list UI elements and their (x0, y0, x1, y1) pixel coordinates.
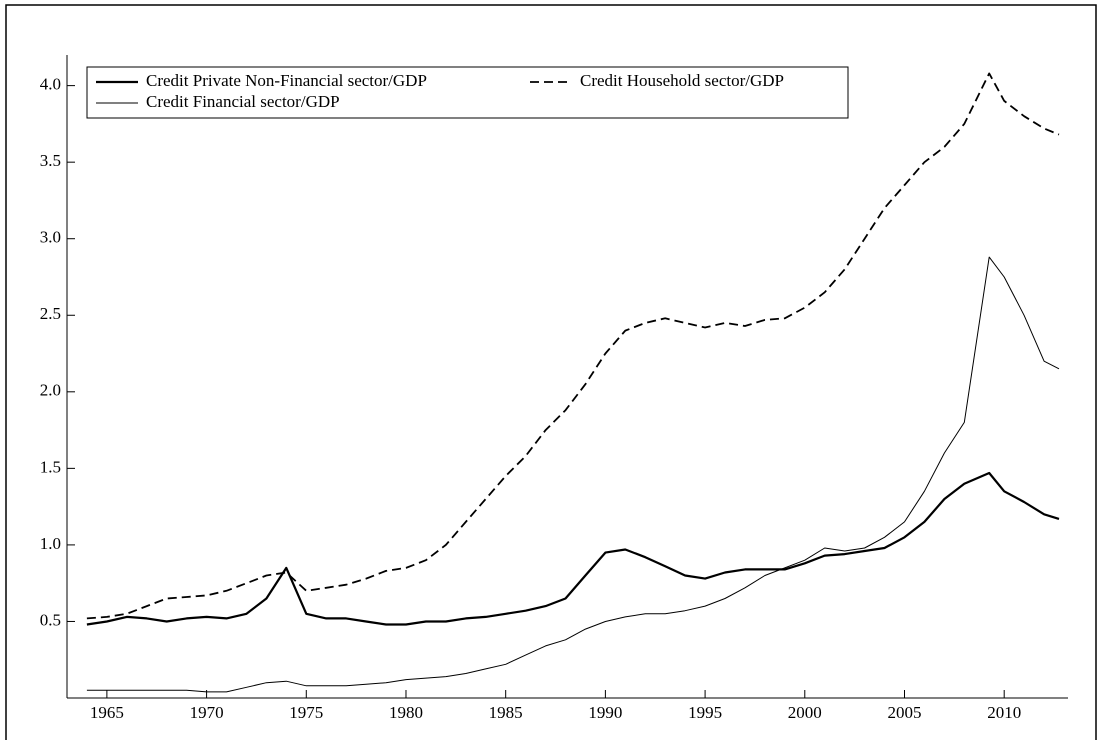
y-tick-label: 3.0 (40, 228, 61, 247)
y-tick-label: 2.0 (40, 381, 61, 400)
x-tick-label: 2010 (987, 703, 1021, 722)
x-tick-label: 2000 (788, 703, 822, 722)
x-tick-label: 1965 (90, 703, 124, 722)
series-line (86, 471, 1060, 626)
y-tick-label: 1.5 (40, 457, 61, 476)
x-tick-label: 1975 (289, 703, 323, 722)
frame (5, 4, 1097, 740)
y-tick-label: 4.0 (40, 75, 61, 94)
y-tick-label: 0.5 (40, 610, 61, 629)
y-tick-label: 2.5 (40, 304, 61, 323)
y-tick-label: 3.5 (40, 151, 61, 170)
x-tick-label: 2005 (887, 703, 921, 722)
x-tick-label: 1990 (588, 703, 622, 722)
x-tick-label: 1980 (389, 703, 423, 722)
legend-label: Credit Financial sector/GDP (146, 92, 340, 111)
legend-label: Credit Household sector/GDP (580, 71, 784, 90)
y-tick-label: 1.0 (40, 534, 61, 553)
x-tick-label: 1970 (190, 703, 224, 722)
legend-label: Credit Private Non-Financial sector/GDP (146, 71, 427, 90)
legend-box (86, 66, 849, 119)
series-line (86, 72, 1060, 620)
x-tick-label: 1985 (489, 703, 523, 722)
series-line (86, 256, 1060, 693)
x-tick-label: 1995 (688, 703, 722, 722)
